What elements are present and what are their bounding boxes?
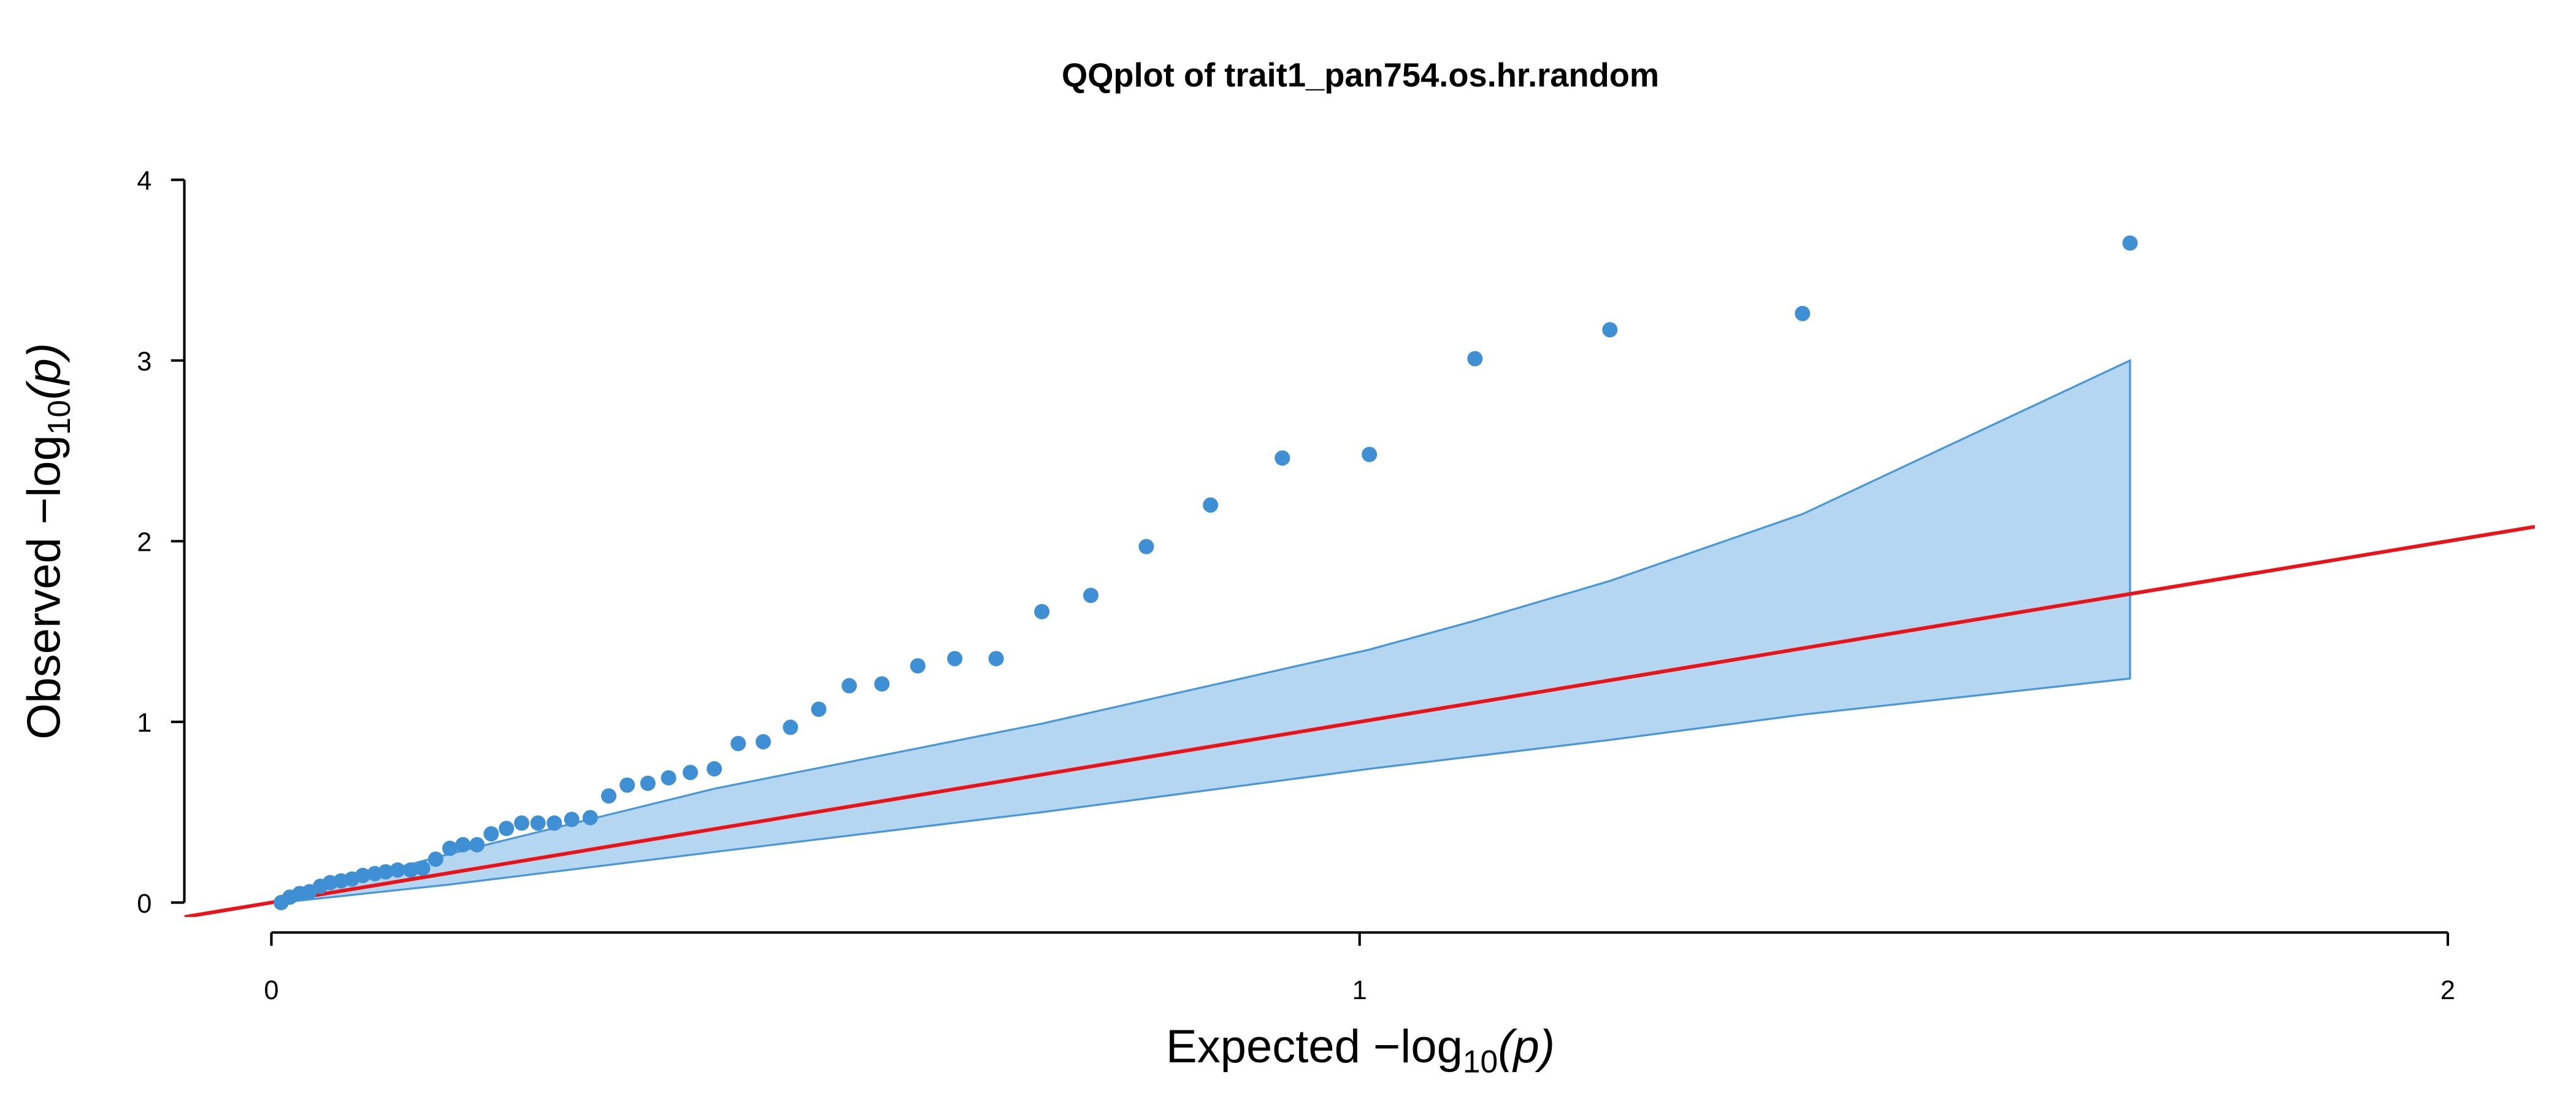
point <box>530 815 546 831</box>
point <box>1203 497 1219 513</box>
point <box>378 864 394 880</box>
point <box>755 734 771 749</box>
x-axis-label: Expected −log10(p) <box>1166 1021 1555 1079</box>
y-axis-label-arg: (p) <box>18 343 71 400</box>
point <box>640 775 656 791</box>
x-tick-label: 0 <box>264 976 278 1005</box>
y-axis-label-text: Observed −log <box>18 435 71 739</box>
point <box>499 821 515 837</box>
point <box>355 867 371 883</box>
point <box>1083 588 1098 604</box>
point <box>988 651 1004 667</box>
y-tick-label: 2 <box>137 528 151 558</box>
chart-title: QQplot of trait1_pan754.os.hr.random <box>1062 56 1659 94</box>
y-tick-label: 4 <box>137 166 151 196</box>
point <box>415 861 431 876</box>
y-tick-label: 1 <box>137 708 151 738</box>
reference-line <box>184 524 2535 918</box>
point <box>707 761 723 777</box>
point <box>811 701 827 717</box>
point <box>1362 447 1378 462</box>
point <box>1467 351 1483 367</box>
point <box>783 719 799 735</box>
x-tick-label: 2 <box>2440 976 2455 1005</box>
point <box>564 811 580 827</box>
point <box>483 826 499 842</box>
point <box>947 651 963 667</box>
point <box>455 837 471 853</box>
point <box>1602 322 1618 338</box>
point <box>874 676 890 692</box>
point <box>910 658 926 674</box>
confidence-band <box>280 359 2131 904</box>
point <box>661 770 677 786</box>
point <box>683 764 699 780</box>
x-axis-label-sub: 10 <box>1463 1043 1498 1079</box>
point <box>403 862 419 878</box>
point <box>514 815 530 831</box>
y-tick-label: 0 <box>137 889 151 919</box>
point <box>601 788 616 804</box>
y-axis-label-sub: 10 <box>41 400 77 435</box>
y-axis-label: Observed −log10(p) <box>18 343 77 740</box>
x-tick-label: 1 <box>1352 976 1367 1005</box>
point <box>841 678 857 694</box>
point <box>1138 539 1154 554</box>
point <box>2122 235 2138 251</box>
point <box>619 777 635 793</box>
point <box>1795 305 1811 321</box>
point <box>546 815 562 831</box>
point <box>442 840 458 856</box>
point <box>389 862 405 878</box>
point <box>730 735 746 751</box>
point <box>1275 450 1290 466</box>
point <box>427 851 443 867</box>
x-axis-label-arg: (p) <box>1498 1021 1555 1073</box>
point <box>469 837 485 853</box>
point <box>1034 604 1050 619</box>
y-tick-label: 3 <box>137 347 151 377</box>
x-axis-label-text: Expected −log <box>1166 1021 1463 1073</box>
point <box>582 810 598 826</box>
